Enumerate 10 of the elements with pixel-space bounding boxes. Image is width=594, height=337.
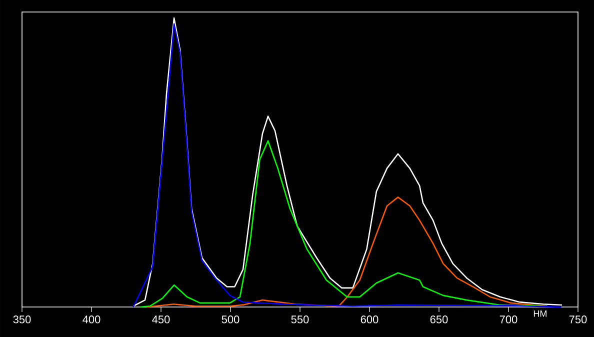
x-tick-label: 750 — [569, 316, 587, 324]
x-tick-label: 550 — [291, 316, 309, 324]
x-tick-label: 450 — [152, 316, 170, 324]
x-tick-label: 600 — [360, 316, 378, 324]
x-tick-label: 350 — [13, 316, 31, 324]
x-tick-label: 700 — [500, 316, 518, 324]
x-axis-title: НМ — [534, 310, 546, 317]
x-tick-label: 500 — [222, 316, 240, 324]
x-tick-label: 400 — [82, 316, 100, 324]
x-tick-label: 650 — [430, 316, 448, 324]
